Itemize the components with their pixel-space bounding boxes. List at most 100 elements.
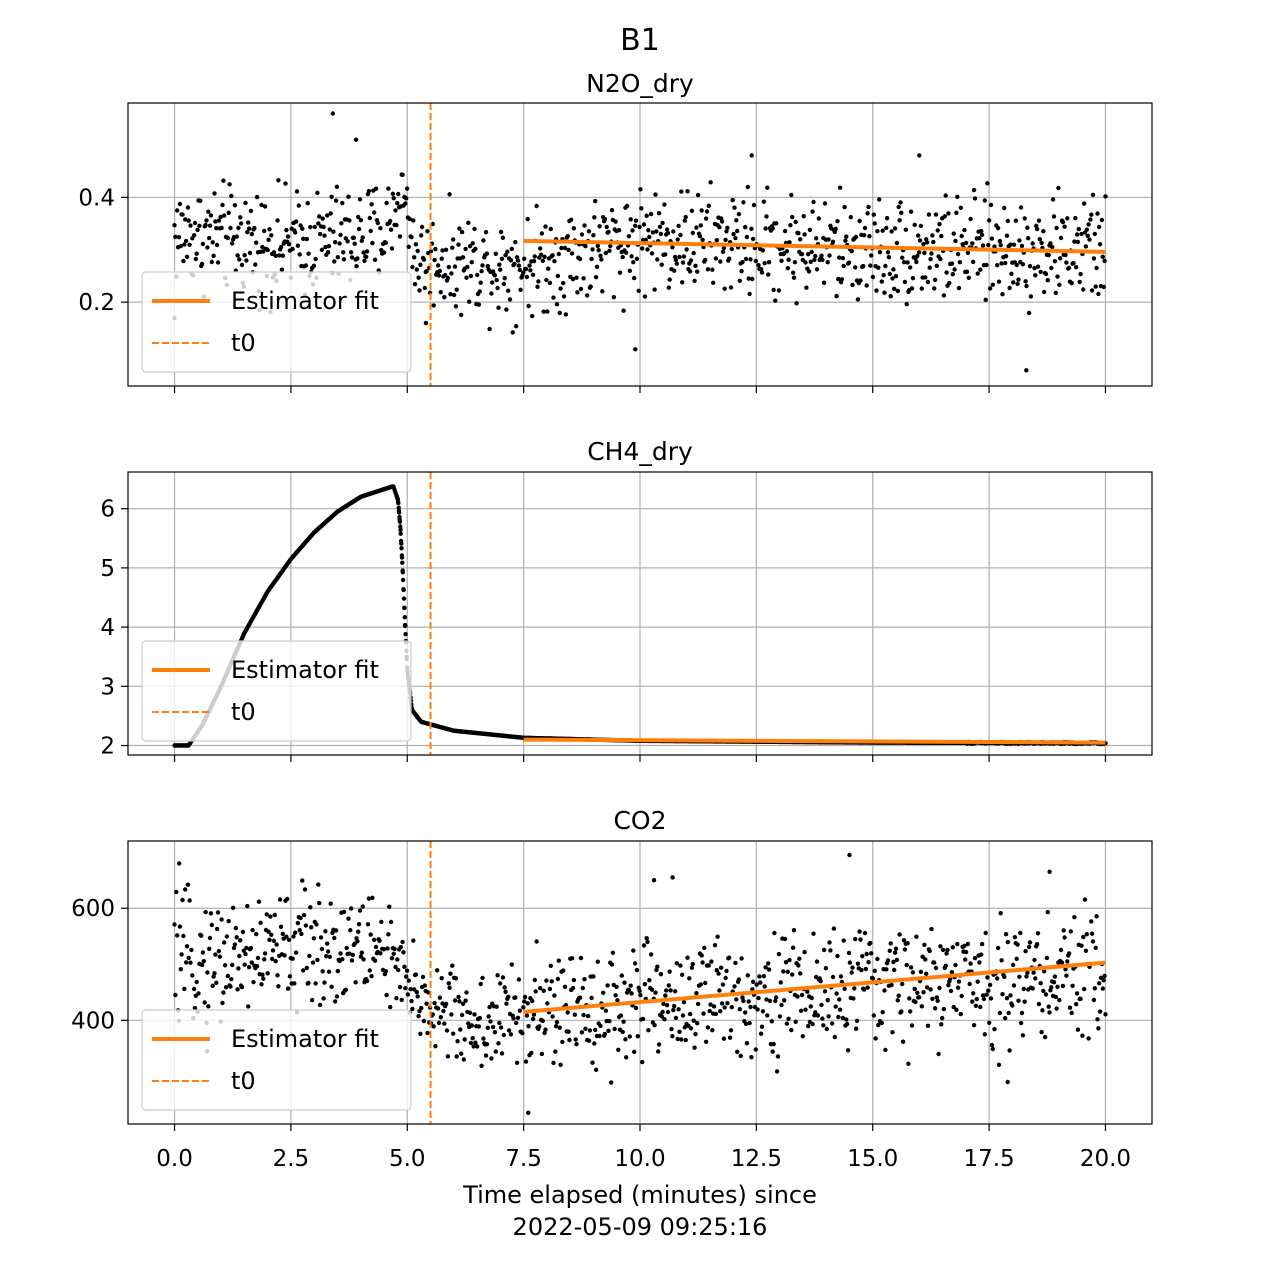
data-point bbox=[760, 1009, 766, 1014]
data-point bbox=[930, 996, 935, 1001]
data-point bbox=[658, 972, 664, 977]
data-point bbox=[781, 969, 786, 974]
data-point bbox=[626, 234, 632, 239]
data-point bbox=[598, 1023, 603, 1029]
data-point bbox=[460, 1001, 466, 1006]
data-point bbox=[317, 1002, 323, 1008]
data-point bbox=[417, 288, 422, 293]
data-point bbox=[765, 1013, 770, 1018]
data-point bbox=[1074, 991, 1080, 996]
data-point bbox=[552, 259, 557, 264]
data-point bbox=[379, 919, 384, 925]
data-point bbox=[501, 1032, 506, 1038]
data-point bbox=[958, 1011, 963, 1017]
data-point bbox=[858, 278, 863, 283]
data-point bbox=[341, 909, 347, 915]
data-point bbox=[1095, 211, 1100, 216]
data-point bbox=[177, 924, 183, 929]
data-point bbox=[609, 208, 615, 213]
x-tick-label: 12.5 bbox=[731, 1146, 782, 1172]
data-point bbox=[344, 945, 349, 951]
data-point bbox=[513, 995, 518, 1000]
data-point bbox=[643, 237, 648, 243]
data-point bbox=[534, 939, 539, 944]
data-point bbox=[409, 235, 414, 240]
data-point bbox=[183, 238, 189, 244]
data-point bbox=[526, 1023, 531, 1029]
data-point bbox=[1026, 944, 1032, 950]
data-point bbox=[192, 220, 198, 226]
data-point bbox=[701, 1011, 706, 1016]
data-point bbox=[372, 257, 378, 262]
data-point bbox=[176, 235, 182, 240]
data-point bbox=[800, 1034, 805, 1039]
data-point bbox=[655, 257, 660, 262]
data-point bbox=[589, 995, 594, 1001]
data-point bbox=[972, 196, 978, 201]
data-point bbox=[459, 312, 464, 318]
data-point bbox=[954, 210, 959, 215]
data-point bbox=[432, 257, 437, 263]
data-point bbox=[656, 1049, 661, 1054]
data-point bbox=[677, 254, 682, 260]
data-point bbox=[1041, 988, 1046, 994]
data-point bbox=[347, 218, 352, 223]
data-point bbox=[682, 1025, 687, 1030]
data-point bbox=[904, 962, 909, 968]
data-point bbox=[680, 280, 685, 285]
data-point bbox=[729, 246, 734, 252]
data-point bbox=[763, 965, 768, 970]
data-point bbox=[1063, 252, 1068, 258]
data-point bbox=[1047, 869, 1052, 874]
data-point bbox=[970, 241, 975, 246]
data-point bbox=[527, 263, 532, 268]
data-point bbox=[395, 497, 400, 502]
data-point bbox=[977, 236, 982, 241]
data-point bbox=[364, 254, 369, 260]
data-point bbox=[526, 303, 531, 309]
legend-fit-label: Estimator fit bbox=[231, 287, 379, 315]
data-point bbox=[275, 218, 280, 223]
data-point bbox=[321, 224, 326, 230]
data-point bbox=[410, 264, 415, 270]
data-point bbox=[793, 1019, 798, 1024]
data-point bbox=[265, 247, 270, 253]
data-point bbox=[824, 1026, 829, 1032]
data-point bbox=[1055, 274, 1060, 279]
data-point bbox=[882, 988, 887, 993]
data-point bbox=[617, 270, 623, 275]
data-point bbox=[874, 288, 879, 293]
data-point bbox=[620, 254, 625, 260]
data-point bbox=[881, 273, 886, 278]
data-point bbox=[522, 256, 527, 261]
data-point bbox=[1008, 993, 1013, 998]
data-point bbox=[664, 1003, 670, 1008]
data-point bbox=[1090, 939, 1096, 944]
data-point bbox=[1044, 955, 1050, 961]
data-point bbox=[1005, 218, 1010, 224]
data-point bbox=[776, 951, 782, 957]
data-point bbox=[220, 1000, 225, 1006]
data-point bbox=[945, 947, 950, 953]
data-point bbox=[203, 909, 208, 915]
data-point bbox=[381, 250, 387, 255]
data-point bbox=[694, 991, 699, 996]
data-point bbox=[466, 1021, 471, 1026]
data-point bbox=[712, 943, 718, 948]
data-point bbox=[854, 1018, 860, 1023]
data-point bbox=[900, 981, 905, 987]
data-point bbox=[746, 276, 751, 281]
data-point bbox=[1065, 216, 1070, 221]
data-point bbox=[682, 218, 687, 223]
data-point bbox=[1071, 261, 1076, 266]
estimator-fit-line bbox=[523, 238, 1106, 254]
data-point bbox=[504, 1001, 509, 1006]
data-point bbox=[1100, 986, 1106, 991]
data-point bbox=[1006, 1010, 1011, 1016]
data-point bbox=[239, 984, 245, 990]
data-point bbox=[202, 1000, 207, 1005]
data-point bbox=[346, 916, 351, 921]
data-point bbox=[1004, 233, 1010, 238]
data-point bbox=[375, 220, 380, 226]
